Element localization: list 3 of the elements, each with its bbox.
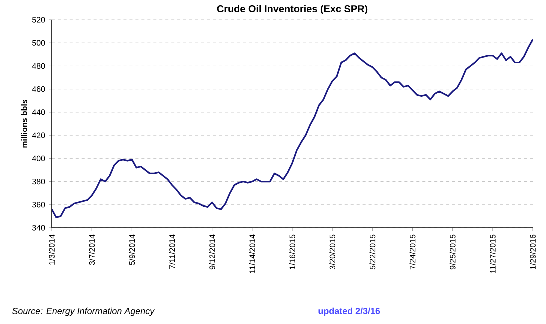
chart-title: Crude Oil Inventories (Exc SPR) [217,5,368,14]
text: updated 2/3/16 [318,308,380,316]
source-note: Source: Energy Information Agency [12,308,156,316]
